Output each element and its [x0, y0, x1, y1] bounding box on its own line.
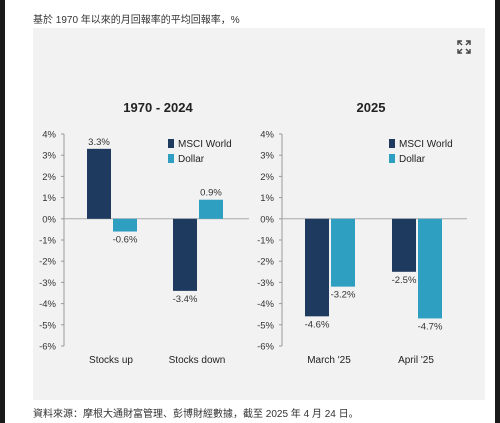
- source-note: 資料來源：摩根大通財富管理、彭博財經數據，截至 2025 年 4 月 24 日。: [33, 409, 359, 420]
- left-edge-bar: [0, 0, 5, 423]
- expand-icon[interactable]: [456, 39, 472, 55]
- chart-caption: 基於 1970 年以來的月回報率的平均回報率，%: [33, 15, 240, 26]
- right-edge-bar: [495, 0, 500, 423]
- chart-panel: [33, 28, 485, 400]
